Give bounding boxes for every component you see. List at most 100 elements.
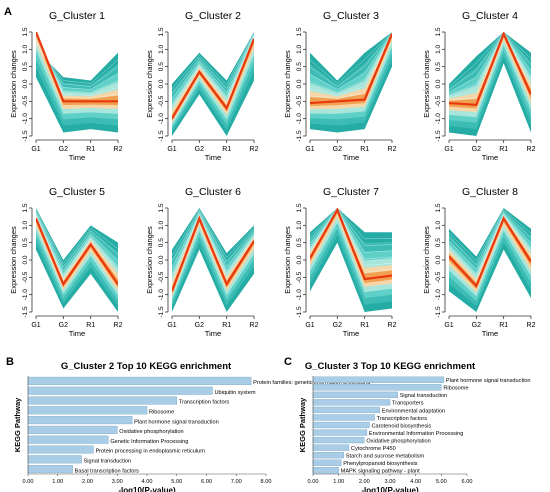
y-tick-label: 0.5	[435, 238, 442, 247]
cluster-chart: G_Cluster 4 -1.5 -1.0 -0.5 0.0 0.5 1.0 1.5 Expre…	[422, 10, 536, 162]
profile-line	[310, 208, 392, 260]
x-tick-label: G1	[444, 146, 453, 153]
kegg-y-axis-label: KEGG Pathway	[13, 397, 22, 452]
profile-line	[36, 212, 118, 271]
y-tick-label: -1.5	[158, 306, 165, 318]
y-tick-label: -1.0	[22, 289, 29, 301]
kegg-bar	[312, 421, 370, 429]
y-tick-label: 1.5	[22, 203, 29, 212]
kegg-bar-label: Genetic Information Processing	[110, 439, 188, 445]
kegg-chart: G_Cluster 3 Top 10 KEGG enrichment Plant …	[298, 361, 530, 492]
kegg-bar	[27, 396, 177, 405]
x-tick-label: G2	[59, 146, 68, 153]
kegg-bar-label: Transporters	[392, 401, 424, 407]
x-tick-label: G2	[59, 322, 68, 329]
kegg-bar-label: MAPK signaling pathway - plant	[341, 469, 420, 475]
band-layer	[36, 36, 118, 109]
x-tick-label: R2	[114, 146, 123, 153]
profile-line	[449, 213, 531, 274]
profile-line	[310, 32, 392, 87]
x-tick-label: G1	[31, 322, 40, 329]
x-tick-label: G1	[31, 146, 40, 153]
x-tick-label: G2	[333, 322, 342, 329]
kegg-bar	[27, 445, 94, 454]
kegg-x-tick-label: 5.00	[171, 479, 182, 485]
profile-line	[172, 210, 254, 263]
cluster-chart: G_Cluster 7 -1.5 -1.0 -0.5 0.0 0.5 1.0 1.5 Expre…	[283, 186, 397, 338]
cluster-title: G_Cluster 3	[323, 10, 379, 22]
kegg-bar-label: Environmental Information Processing	[369, 431, 464, 437]
band-layer	[36, 214, 118, 296]
x-tick-label: R1	[222, 322, 231, 329]
profile-line	[310, 33, 392, 99]
x-tick-label: R1	[499, 146, 508, 153]
x-tick-label: R2	[114, 322, 123, 329]
x-tick-label: G1	[305, 322, 314, 329]
y-tick-label: 1.0	[158, 44, 165, 53]
x-axis-label: Time	[205, 153, 221, 162]
y-tick-label: 0.0	[435, 255, 442, 264]
cluster-center-line	[172, 38, 254, 120]
y-tick-label: 1.5	[435, 203, 442, 212]
y-tick-label: 0.0	[296, 255, 303, 264]
kegg-bar	[312, 384, 442, 391]
expression-band	[172, 32, 254, 136]
y-tick-label: -1.0	[158, 289, 165, 301]
y-tick-label: -1.5	[296, 306, 303, 318]
y-tick-label: -0.5	[22, 271, 29, 283]
kegg-x-tick-label: 0.00	[308, 479, 319, 485]
y-tick-label: 0.0	[158, 79, 165, 88]
kegg-x-tick-label: 4.00	[410, 479, 421, 485]
kegg-x-tick-label: 5.00	[436, 479, 447, 485]
kegg-bar	[27, 465, 73, 474]
x-tick-label: G2	[333, 146, 342, 153]
y-tick-label: -0.5	[435, 95, 442, 107]
cluster-center-line	[310, 33, 392, 105]
kegg-bar	[27, 386, 213, 395]
kegg-x-tick-label: 4.00	[142, 479, 153, 485]
y-tick-label: 1.5	[158, 27, 165, 36]
y-tick-label: 1.0	[435, 220, 442, 229]
y-tick-label: 0.5	[158, 238, 165, 247]
y-tick-label: -0.5	[435, 271, 442, 283]
profile-line	[310, 32, 392, 93]
panel-label-b: B	[6, 356, 14, 368]
profile-line	[172, 216, 254, 286]
y-tick-label: 1.5	[296, 27, 303, 36]
profile-line	[172, 33, 254, 95]
y-axis-label: Expression changes	[145, 226, 154, 294]
kegg-bar	[27, 406, 148, 415]
profile-line	[449, 32, 531, 96]
y-tick-label: 0.5	[435, 62, 442, 71]
cluster-center-line	[36, 217, 118, 287]
profile-line	[36, 213, 118, 275]
y-tick-label: -1.0	[296, 289, 303, 301]
x-axis-label: Time	[69, 329, 85, 338]
panel-label-c: C	[284, 356, 292, 368]
panel-label-a: A	[4, 6, 12, 18]
x-axis-label: Time	[343, 329, 359, 338]
cluster-chart: G_Cluster 8 -1.5 -1.0 -0.5 0.0 0.5 1.0 1.5 Expre…	[422, 186, 536, 338]
profile-line	[449, 32, 531, 98]
kegg-bar	[312, 467, 339, 474]
x-tick-label: R2	[527, 322, 536, 329]
kegg-bar-label: Protein families: genetic information pr…	[253, 380, 370, 386]
expression-band	[36, 32, 118, 133]
kegg-bar-label: Ubiquitin system	[214, 390, 255, 396]
band-layer	[36, 34, 118, 106]
kegg-x-tick-label: 1.00	[333, 479, 344, 485]
x-tick-label: R1	[360, 322, 369, 329]
kegg-x-axis-label: -log10(P-value)	[361, 486, 419, 492]
y-tick-label: -1.0	[435, 113, 442, 125]
cluster-title: G_Cluster 7	[323, 186, 379, 198]
kegg-bar-label: Basal transcription factors	[75, 468, 140, 474]
x-tick-label: R1	[499, 322, 508, 329]
y-tick-label: 0.5	[22, 62, 29, 71]
kegg-bar-label: Signal transduction	[84, 459, 132, 465]
kegg-bar	[27, 435, 109, 444]
kegg-bar	[27, 416, 133, 425]
kegg-x-axis-label: -log10(P-value)	[118, 486, 176, 492]
expression-band	[172, 208, 254, 312]
kegg-title: G_Cluster 3 Top 10 KEGG enrichment	[305, 361, 476, 372]
kegg-bar	[312, 391, 398, 398]
